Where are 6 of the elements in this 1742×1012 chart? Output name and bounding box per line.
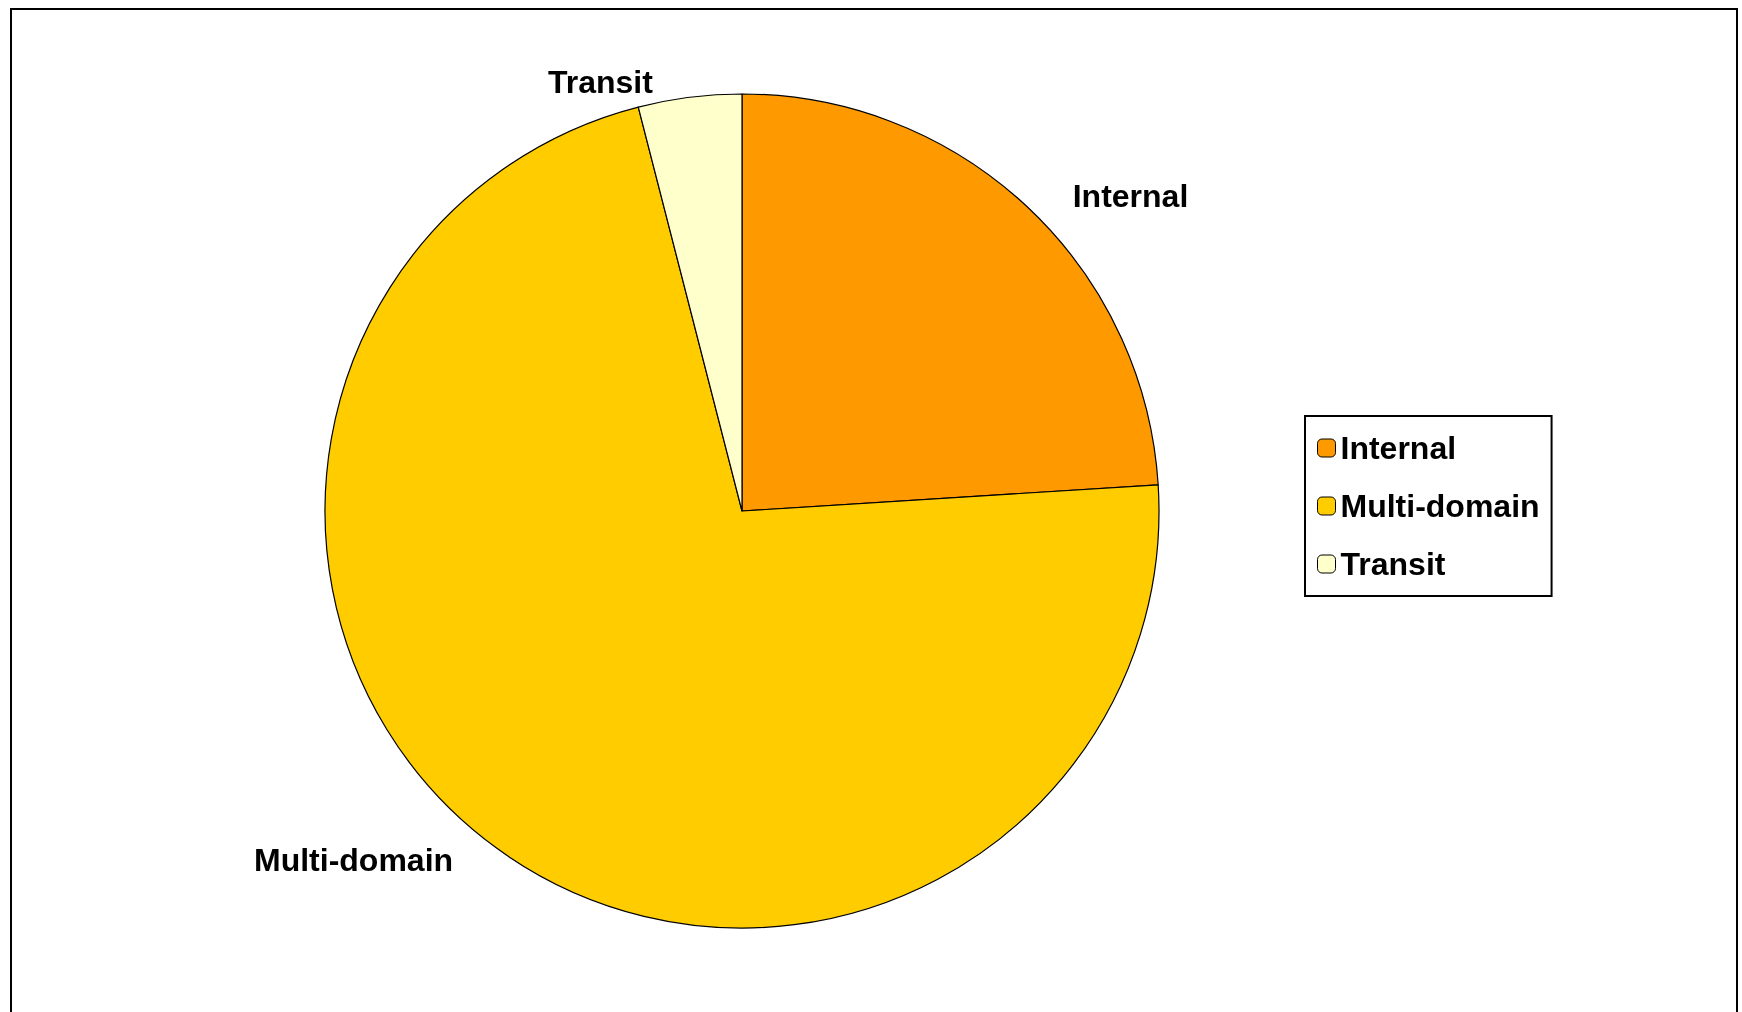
slice-label: Transit (547, 64, 654, 101)
legend-label: Transit (1340, 546, 1446, 582)
slice-label: Multi-domain (254, 842, 454, 879)
slice-label: Internal (1072, 178, 1189, 215)
legend-label: Internal (1340, 430, 1457, 466)
legend-label: Multi-domain (1340, 488, 1540, 524)
